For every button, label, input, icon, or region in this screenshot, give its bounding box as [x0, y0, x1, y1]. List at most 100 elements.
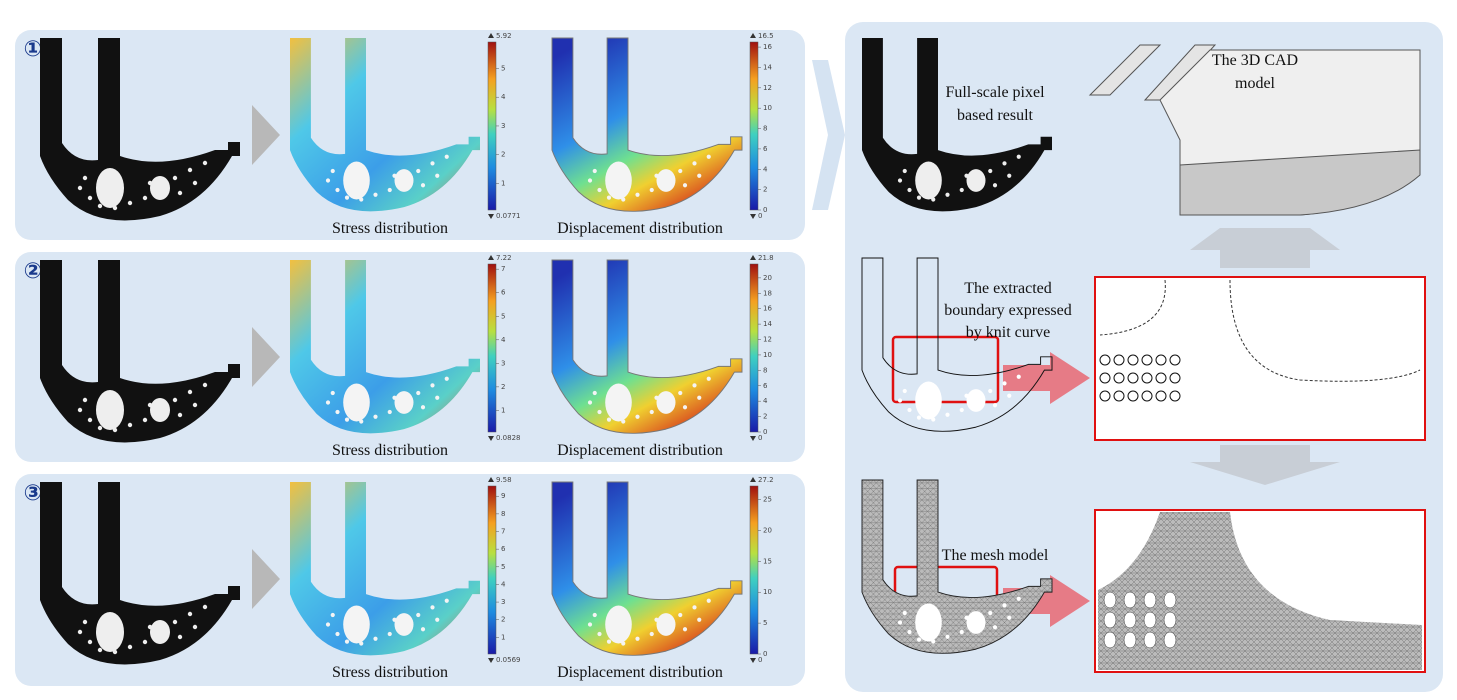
pore — [325, 400, 331, 405]
colorbar-tick-label: 8 — [763, 125, 767, 133]
pore — [587, 400, 593, 405]
pore — [649, 631, 654, 637]
pore — [430, 605, 435, 610]
colorbar-tick-label: 12 — [763, 336, 772, 344]
pore — [706, 154, 711, 159]
pore — [202, 160, 208, 166]
pore — [127, 200, 133, 206]
knit-hole — [1169, 390, 1181, 402]
pore — [142, 639, 148, 645]
structure — [40, 38, 240, 221]
step-arrow — [252, 549, 280, 609]
pore — [697, 173, 702, 178]
pore — [430, 161, 435, 166]
pore — [621, 641, 626, 646]
colorbar-tick-label: 10 — [763, 351, 772, 359]
void — [915, 603, 942, 642]
mesh-result — [861, 479, 1053, 654]
pore — [959, 407, 964, 413]
colorbar-tick-label: 7 — [501, 528, 505, 536]
pore — [931, 639, 936, 644]
colorbar-tick-label: 1 — [501, 633, 505, 641]
pore — [435, 173, 440, 178]
pore — [177, 634, 183, 640]
colorbar-tick-label: 5 — [501, 563, 505, 571]
max-marker — [488, 255, 494, 260]
colorbar-tick-label: 7 — [501, 265, 505, 273]
pore — [606, 195, 612, 200]
colorbar-tick-label: 6 — [763, 145, 768, 153]
pore — [325, 622, 331, 627]
pore — [401, 622, 407, 627]
mesh-hole — [1163, 631, 1177, 649]
structure — [290, 482, 480, 656]
pore — [916, 415, 922, 420]
stress-map — [290, 482, 480, 656]
knit-hole — [1141, 390, 1153, 402]
colorbar-tick-label: 16 — [763, 305, 772, 313]
pore — [902, 388, 907, 394]
pore — [1002, 603, 1007, 608]
max-marker — [750, 33, 756, 38]
colorbar-tick-label: 0 — [763, 428, 767, 436]
min-marker — [750, 436, 756, 441]
boundary-zoom — [1094, 276, 1426, 441]
pore — [1007, 615, 1012, 620]
label: The mesh model — [942, 547, 1049, 564]
pore — [606, 639, 612, 644]
colorbar-tick-label: 2 — [501, 616, 505, 624]
colorbar — [487, 263, 497, 433]
cad-arm — [1088, 44, 1162, 96]
knit-hole — [1127, 372, 1139, 384]
pore — [663, 400, 669, 405]
row-number: ③ — [24, 481, 43, 506]
pore — [907, 187, 912, 193]
colorbar-min: 0 — [758, 212, 762, 220]
void — [915, 381, 942, 420]
pore — [606, 417, 612, 422]
min-marker — [750, 214, 756, 219]
colorbar-tick-label: 15 — [763, 557, 772, 565]
structure — [861, 257, 1053, 432]
mesh-hole — [1123, 611, 1137, 629]
mesh-hole — [1103, 591, 1117, 609]
structure — [290, 260, 480, 434]
row-number: ① — [24, 37, 43, 62]
step-arrow — [252, 105, 280, 165]
pore — [187, 389, 193, 395]
colorbar-tick-label: 10 — [763, 588, 772, 596]
pore — [192, 402, 198, 408]
knit-hole — [1127, 390, 1139, 402]
caption: Stress distribution — [332, 442, 448, 459]
pore — [142, 195, 148, 201]
pore — [82, 175, 88, 181]
pore — [373, 636, 378, 641]
pore — [344, 417, 350, 422]
pore — [635, 414, 640, 419]
label: Full-scale pixel — [945, 84, 1045, 101]
pore — [663, 178, 669, 183]
knit-hole — [1127, 354, 1139, 366]
knit-hole — [1155, 390, 1167, 402]
pore — [430, 383, 435, 388]
pore — [87, 639, 93, 645]
mesh-region — [1098, 512, 1422, 670]
pore — [335, 631, 340, 637]
pore — [1007, 393, 1012, 398]
pore — [420, 405, 426, 410]
mesh-hole — [1143, 631, 1157, 649]
colorbar-tick-label: 1 — [501, 406, 505, 414]
label: The extracted — [964, 280, 1052, 297]
void — [96, 612, 124, 652]
knit-hole — [1099, 372, 1111, 384]
pore — [959, 629, 964, 635]
pore — [373, 414, 378, 419]
void — [605, 383, 632, 422]
pore — [373, 192, 378, 197]
step-arrow — [252, 327, 280, 387]
pore — [82, 397, 88, 403]
structure — [862, 38, 1052, 212]
colorbar-tick-label: 4 — [501, 580, 506, 588]
pore — [597, 409, 602, 415]
min-marker — [488, 436, 494, 441]
